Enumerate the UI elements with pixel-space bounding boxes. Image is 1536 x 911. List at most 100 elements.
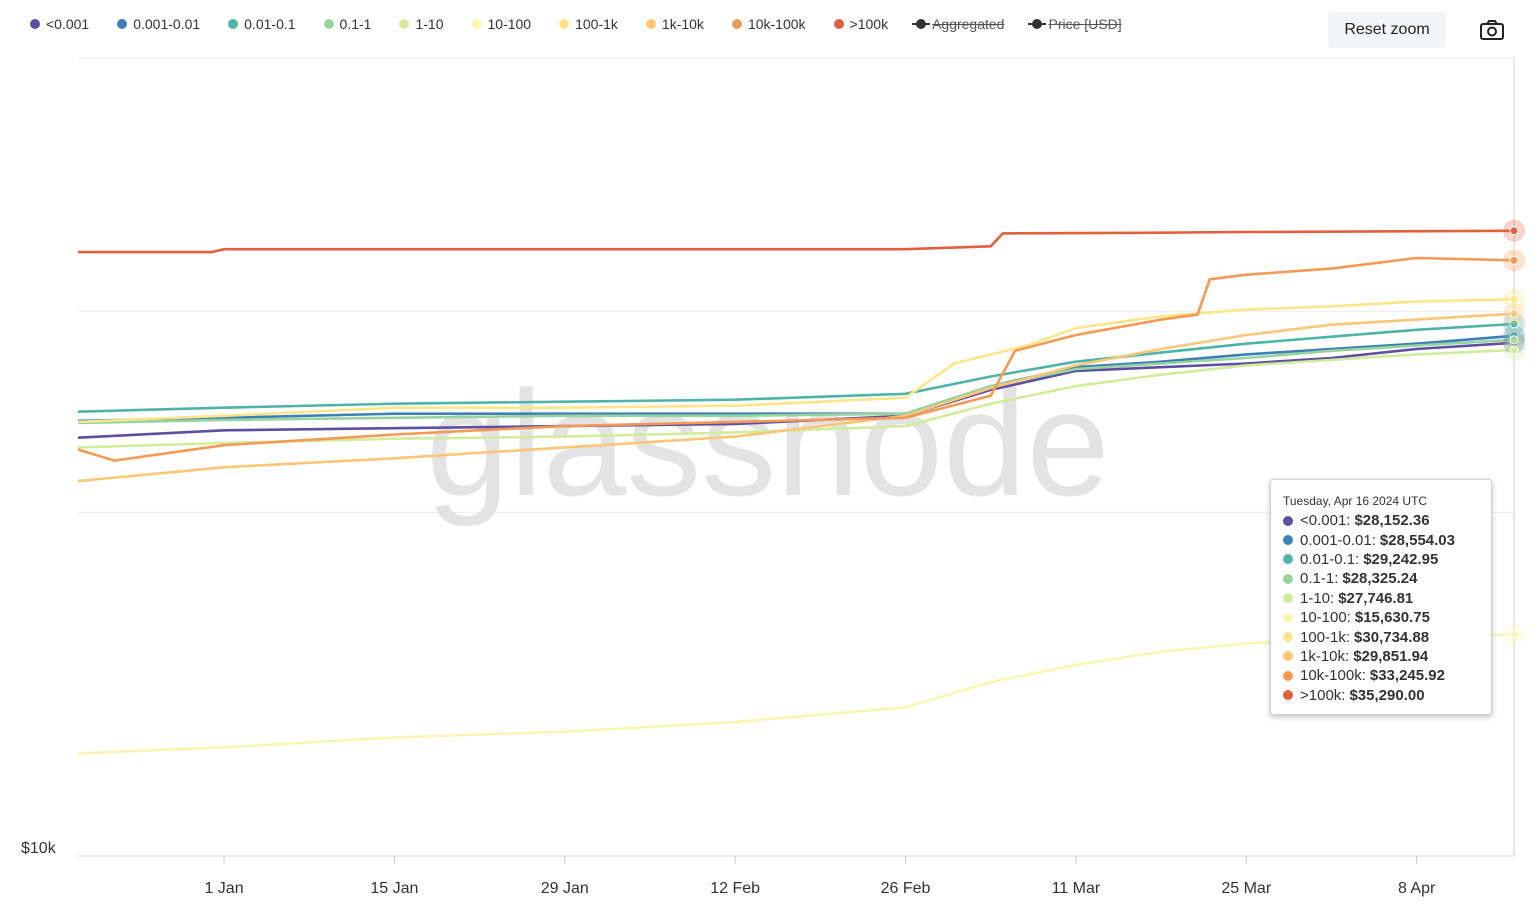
end-marker — [1509, 335, 1519, 345]
legend-item-1[interactable]: 0.001-0.01 — [117, 16, 200, 32]
legend-item-4[interactable]: 1-10 — [399, 16, 444, 32]
legend-label: 0.1-1 — [339, 16, 372, 32]
legend-label: 1-10 — [415, 16, 444, 32]
end-marker — [1509, 294, 1519, 304]
legend-dot — [559, 19, 570, 29]
tooltip-label: 0.1-1: — [1300, 570, 1339, 588]
tooltip-dot — [1283, 632, 1293, 643]
legend-item-0[interactable]: <0.001 — [30, 16, 89, 32]
tooltip-dot — [1283, 651, 1293, 662]
tooltip-dot — [1283, 612, 1293, 623]
end-marker — [1509, 345, 1519, 355]
x-tick-label: 26 Feb — [881, 880, 931, 897]
legend-dot — [471, 19, 482, 29]
end-marker — [1509, 319, 1519, 329]
end-marker — [1509, 226, 1519, 236]
tooltip-dot — [1283, 690, 1293, 701]
x-tick-label: 8 Apr — [1398, 880, 1436, 897]
x-tick-label: 12 Feb — [710, 880, 760, 897]
legend-label: Price [USD] — [1048, 16, 1122, 32]
end-marker — [1509, 255, 1519, 265]
legend-item-10[interactable]: Aggregated — [912, 16, 1005, 32]
tooltip-dot — [1283, 573, 1293, 584]
tooltip-value: $15,630.75 — [1354, 609, 1430, 627]
legend-item-6[interactable]: 100-1k — [559, 16, 618, 32]
tooltip-label: >100k: — [1300, 686, 1346, 704]
tooltip-label: 0.001-0.01: — [1300, 531, 1376, 549]
tooltip-row: >100k: $35,290.00 — [1283, 686, 1491, 705]
legend-item-3[interactable]: 0.1-1 — [323, 16, 372, 32]
x-tick-label: 29 Jan — [541, 880, 589, 897]
tooltip-row: 10k-100k: $33,245.92 — [1283, 666, 1491, 685]
legend-dot — [1028, 19, 1047, 29]
camera-icon[interactable] — [1478, 18, 1506, 42]
legend-item-5[interactable]: 10-100 — [471, 16, 531, 32]
legend-label: 0.01-0.1 — [244, 16, 296, 32]
tooltip-value: $29,242.95 — [1363, 550, 1439, 568]
tooltip-dot — [1283, 535, 1293, 546]
legend-item-9[interactable]: >100k — [833, 16, 889, 32]
tooltip-row: 0.1-1: $28,325.24 — [1283, 569, 1491, 588]
tooltip-row: <0.001: $28,152.36 — [1283, 511, 1491, 530]
tooltip-dot — [1283, 670, 1293, 681]
tooltip-value: $30,734.88 — [1354, 628, 1430, 646]
x-axis: 1 Jan 15 Jan 29 Jan 12 Feb 26 Feb 11 Mar 25 Ma… — [204, 856, 1436, 897]
reset-zoom-button[interactable]: Reset zoom — [1328, 12, 1446, 48]
tooltip-label: <0.001: — [1300, 512, 1351, 530]
tooltip-value: $28,554.03 — [1379, 531, 1455, 549]
series-line-3 — [77, 338, 1515, 425]
tooltip-row: 0.01-0.1: $29,242.95 — [1283, 550, 1491, 569]
legend-item-11[interactable]: Price [USD] — [1028, 16, 1122, 32]
tooltip-row: 10-100: $15,630.75 — [1283, 608, 1491, 627]
legend-label: 100-1k — [575, 16, 618, 32]
series-line-8 — [77, 256, 1515, 462]
series-line-6 — [77, 298, 1515, 424]
tooltip-label: 100-1k: — [1300, 628, 1351, 646]
legend-dot — [645, 19, 656, 29]
tooltip-value: $28,325.24 — [1342, 570, 1418, 588]
tooltip-dot — [1283, 515, 1293, 526]
y-axis: $10k — [21, 840, 57, 857]
hover-tooltip: Tuesday, Apr 16 2024 UTC <0.001: $28,152.… — [1270, 479, 1492, 715]
legend-dot — [30, 19, 40, 29]
x-tick-label: 11 Mar — [1052, 880, 1101, 897]
x-tick-label: 1 Jan — [204, 880, 243, 897]
legend-item-7[interactable]: 1k-10k — [645, 16, 704, 32]
legend-dot — [323, 19, 334, 29]
legend-label: 0.001-0.01 — [133, 16, 201, 32]
legend-label: 10k-100k — [747, 16, 806, 32]
legend-label: >100k — [849, 16, 889, 32]
end-markers — [1503, 58, 1525, 856]
tooltip-row: 1-10: $27,746.81 — [1283, 589, 1491, 608]
y-tick-label: $10k — [21, 840, 57, 857]
end-marker — [1509, 630, 1519, 640]
tooltip-row: 100-1k: $30,734.88 — [1283, 627, 1491, 646]
legend-dot — [833, 19, 844, 29]
tooltip-label: 1k-10k: — [1300, 647, 1350, 665]
legend-item-8[interactable]: 10k-100k — [731, 16, 806, 32]
series-line-0 — [77, 341, 1515, 439]
series-line-9 — [78, 229, 1515, 254]
tooltip-value: $27,746.81 — [1338, 589, 1414, 607]
legend-label: 1k-10k — [661, 16, 704, 32]
tooltip-row: 1k-10k: $29,851.94 — [1283, 647, 1491, 666]
x-tick-label: 25 Mar — [1221, 880, 1271, 897]
tooltip-label: 0.01-0.1: — [1300, 550, 1360, 568]
legend-dot — [399, 19, 410, 29]
end-marker — [1509, 309, 1519, 319]
series-line-2 — [77, 322, 1515, 413]
tooltip-dot — [1283, 554, 1293, 565]
tooltip-value: $33,245.92 — [1369, 667, 1445, 685]
tooltip-value: $28,152.36 — [1354, 512, 1430, 530]
tooltip-date: Tuesday, Apr 16 2024 UTC — [1283, 494, 1428, 508]
series-line-4 — [77, 348, 1515, 449]
tooltip-label: 1-10: — [1300, 589, 1335, 607]
tooltip-label: 10-100: — [1300, 609, 1351, 627]
series-line-7 — [77, 312, 1515, 483]
tooltip-dot — [1283, 593, 1293, 604]
legend-item-2[interactable]: 0.01-0.1 — [228, 16, 296, 32]
chart-legend: <0.001 0.001-0.01 0.01-0.1 0.1-1 1-10 10-100 1… — [30, 14, 1150, 34]
legend-label: Aggregated — [932, 16, 1005, 32]
tooltip-value: $29,851.94 — [1353, 647, 1429, 665]
